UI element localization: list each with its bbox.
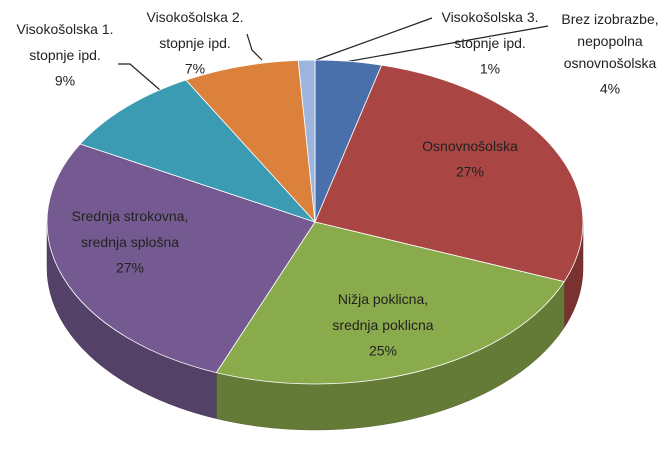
value-label: 1% [480, 61, 500, 77]
label-line: srednja poklicna [332, 317, 433, 333]
label-line: Visokošolska 3. [441, 9, 538, 25]
value-label: 9% [55, 73, 75, 89]
label-line: Osnovnošolska [422, 138, 518, 154]
pie-slice [314, 64, 584, 283]
leader-line [246, 33, 263, 61]
label-line: srednja splošna [81, 234, 179, 250]
label-line: Brez izobrazbe, [561, 11, 658, 27]
slice-label: Visokošolska 3. stopnje ipd. [441, 9, 538, 51]
label-line: nepopolna [577, 33, 643, 49]
pie-top [46, 59, 584, 385]
slice-label: Brez izobrazbe, nepopolna osnovnošolska [561, 11, 658, 71]
label-line: osnovnošolska [564, 55, 657, 71]
pie-slice [185, 59, 316, 224]
label-line: Nižja poklicna, [338, 291, 428, 307]
pie-slice [215, 221, 565, 385]
value-label: 27% [456, 164, 484, 180]
slice-label: Nižja poklicna, srednja poklicna [332, 291, 433, 333]
label-line: Visokošolska 1. [16, 21, 113, 37]
label-line: stopnje ipd. [29, 47, 101, 63]
pie-slice [297, 59, 316, 223]
pie-slice [79, 79, 317, 223]
label-line: stopnje ipd. [159, 35, 231, 51]
value-label: 4% [600, 81, 620, 97]
slice-label: Visokošolska 1. stopnje ipd. [16, 21, 113, 63]
leader-line [118, 63, 161, 91]
value-label: 25% [369, 343, 397, 359]
slice-label: Visokošolska 2. stopnje ipd. [146, 9, 243, 51]
label-line: stopnje ipd. [454, 35, 526, 51]
value-label: 7% [185, 61, 205, 77]
leader-line [344, 25, 549, 63]
pie-slice [46, 143, 316, 374]
label-line: Visokošolska 2. [146, 9, 243, 25]
value-label: 27% [116, 260, 144, 276]
label-line: Srednja strokovna, [72, 208, 189, 224]
slice-label: Osnovnošolska [422, 138, 518, 154]
leader-line [315, 17, 433, 61]
leaders [118, 17, 549, 91]
slice-label: Srednja strokovna, srednja splošna [72, 208, 189, 250]
